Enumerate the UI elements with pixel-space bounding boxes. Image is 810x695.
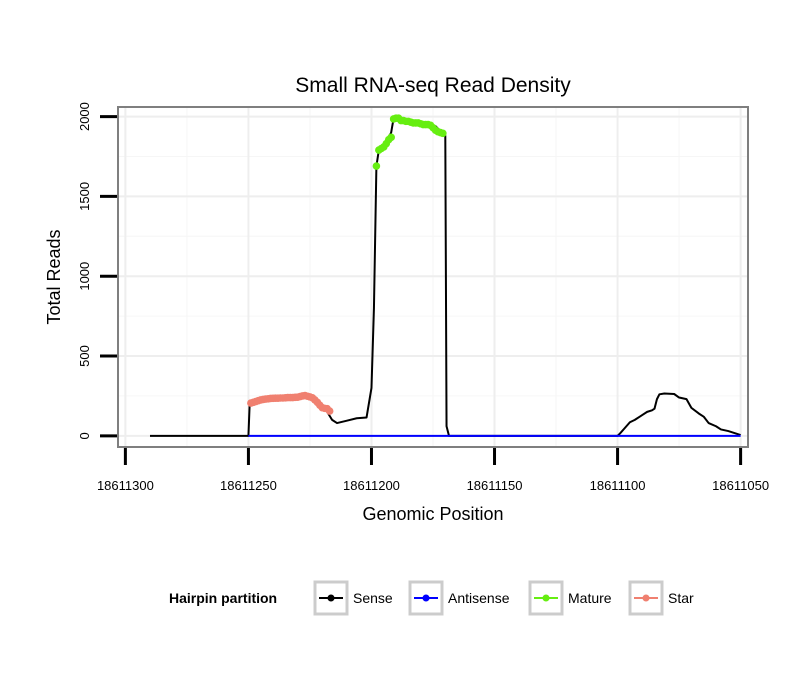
legend-item-star: Star: [628, 580, 694, 616]
legend-label: Sense: [353, 590, 393, 606]
axes: 18611300 18611250 18611200 18611150 18611100…: [77, 102, 769, 493]
x-tick-label: 18611250: [220, 478, 277, 493]
legend-key-point: [542, 594, 550, 602]
legend-item-sense: Sense: [313, 580, 393, 616]
plot-panel: [117, 106, 749, 448]
mature-point: [439, 129, 447, 138]
legend-key-point: [327, 594, 335, 602]
mature-point: [387, 133, 395, 142]
legend-item-mature: Mature: [528, 580, 612, 616]
mature-point: [372, 162, 381, 170]
legend: Hairpin partition Sense Antisense Mature St…: [169, 580, 694, 616]
y-tick-label: 1000: [77, 262, 92, 291]
plot-series: [149, 114, 741, 437]
x-tick-label: 18611100: [590, 478, 646, 493]
legend-label: Antisense: [448, 590, 510, 606]
x-tick-label: 18611050: [712, 478, 769, 493]
y-axis-label: Total Reads: [44, 229, 64, 324]
legend-label: Star: [668, 590, 694, 606]
y-tick-label: 2000: [77, 102, 92, 131]
x-tick-label: 18611300: [97, 478, 154, 493]
legend-key-point: [422, 594, 430, 602]
x-tick-label: 18611200: [343, 478, 400, 493]
legend-key-point: [642, 594, 650, 602]
y-tick-label: 1500: [77, 182, 92, 211]
x-axis-label: Genomic Position: [362, 504, 503, 524]
legend-title: Hairpin partition: [169, 590, 277, 606]
star-point: [325, 407, 334, 415]
legend-item-antisense: Antisense: [408, 580, 510, 616]
legend-label: Mature: [568, 590, 612, 606]
y-tick-label: 0: [77, 432, 92, 439]
grid-lines: [118, 107, 748, 447]
x-tick-label: 18611150: [467, 478, 523, 493]
chart-title: Small RNA-seq Read Density: [295, 74, 571, 97]
y-tick-label: 500: [77, 345, 92, 367]
